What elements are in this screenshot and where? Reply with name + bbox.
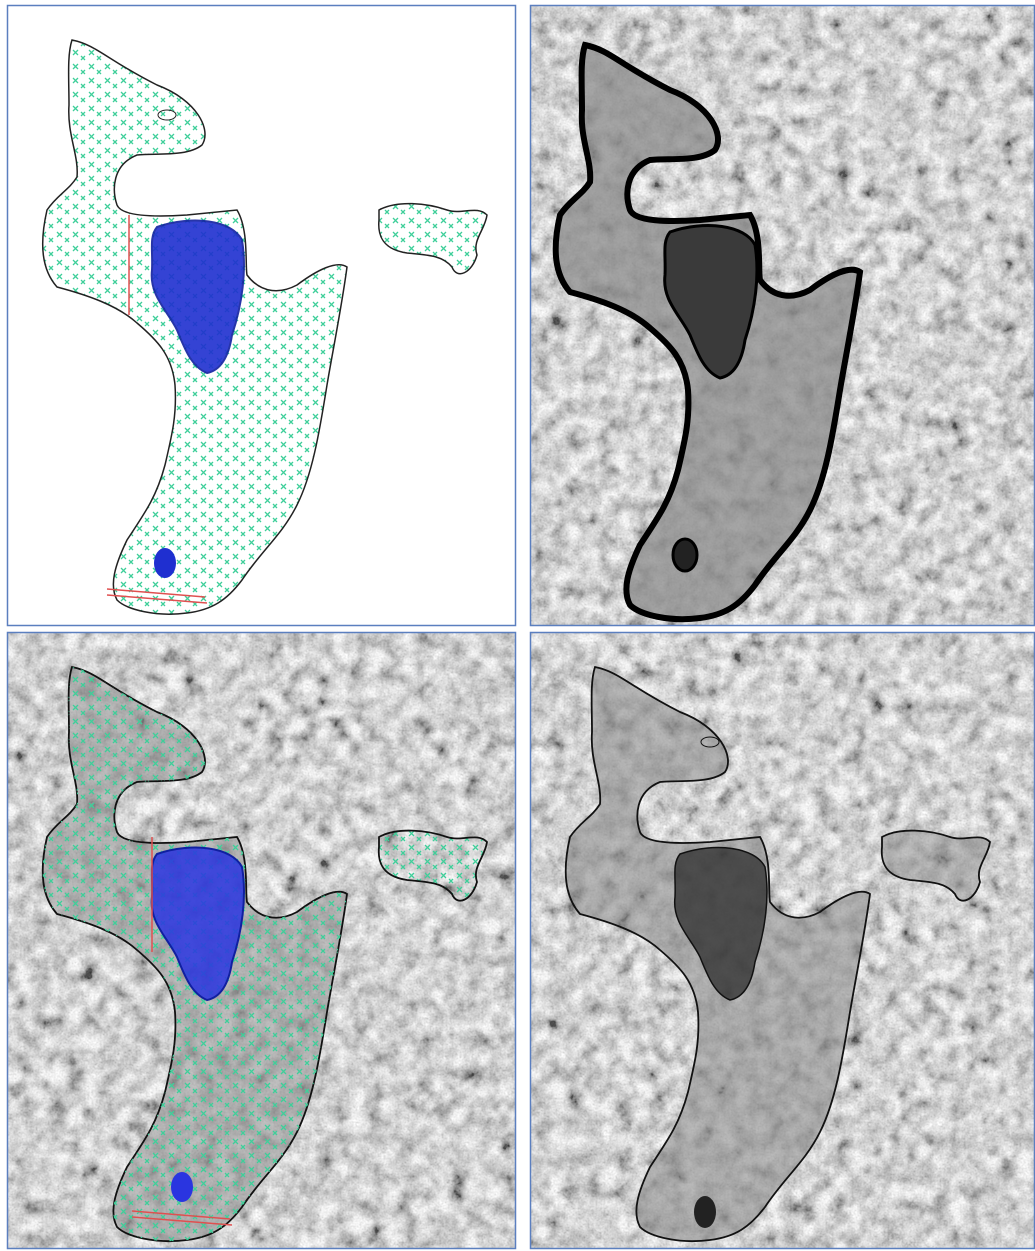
map-panel: [530, 5, 1035, 626]
map-panel: [7, 632, 516, 1249]
map-panel: [7, 5, 516, 626]
panel-border: [6, 4, 517, 627]
panel-border: [6, 631, 517, 1250]
map-panel: [530, 632, 1035, 1249]
